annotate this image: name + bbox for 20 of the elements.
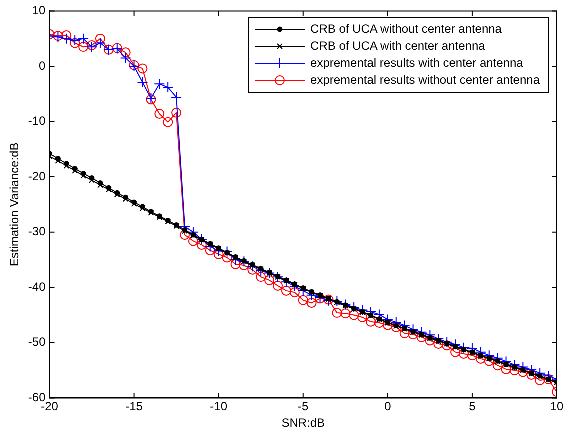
x-tick-label: -15	[126, 400, 144, 414]
y-tick-label: -20	[28, 169, 46, 184]
y-tick-label: 10	[32, 4, 46, 18]
y-tick-label: -10	[28, 114, 46, 128]
x-tick-label: 10	[550, 400, 564, 414]
legend-label: CRB of UCA without center antenna	[310, 21, 502, 38]
y-tick-label: -50	[28, 335, 46, 350]
y-tick-label: 0	[39, 58, 46, 73]
x-tick-label: 5	[469, 400, 476, 414]
x-tick-label: -5	[298, 400, 310, 414]
y-tick-label: -30	[28, 224, 46, 239]
y-tick-label: -40	[28, 280, 46, 294]
x-tick-label: 0	[384, 400, 392, 414]
y-tick-label: -60	[28, 390, 46, 405]
y-axis-title: Estimation Variance:dB	[8, 142, 22, 267]
legend-label: expremental results with center antenna	[310, 55, 524, 72]
x-tick-label: -10	[210, 400, 228, 414]
legend-label: expremental results without center antenna	[310, 72, 540, 90]
x-axis-title: SNR:dB	[282, 416, 326, 430]
legend-label: CRB of UCA with center antenna	[310, 38, 486, 56]
